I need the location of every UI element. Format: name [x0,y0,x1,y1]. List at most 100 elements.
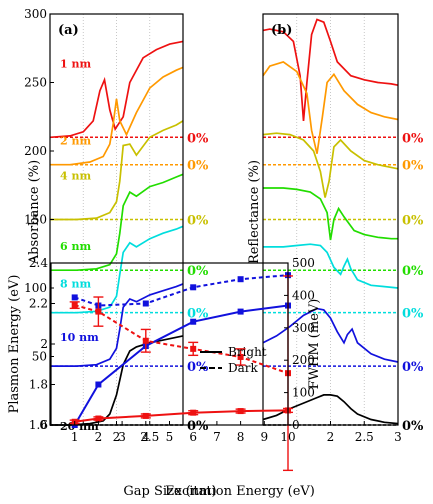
zero-label-0: 0% [187,131,209,146]
x-tick-label: 2 [113,430,121,444]
series-line-1-nm [262,18,399,121]
series-line-1-nm [49,40,184,139]
series-line-4-nm [50,120,184,221]
y-axis-label: Absorbance (%) [27,160,42,265]
inset-series-fwhm-dark [74,304,289,375]
data-point [95,381,102,388]
zero-label-5: 0% [402,360,424,375]
legend-label-bright: Bright [228,345,267,359]
y-tick-label: 300 [24,7,47,21]
inset-legend: Bright Dark [200,345,267,375]
zero-label-3: 0% [187,264,209,279]
zero-label-2: 0% [187,214,209,229]
y-tick-label: 100 [24,281,47,295]
data-point [95,308,102,315]
series-line-2-nm [50,66,184,166]
series-line-4-nm [262,132,399,198]
series-line-6-nm [263,187,398,241]
data-point [190,318,197,325]
zero-label-3: 0% [402,264,424,279]
inset-x-tick-label: 9 [260,430,268,444]
series-line-10-nm [262,307,399,363]
inset-y2-axis-label: FWHM (meV) [307,299,322,390]
series-line-2-nm [262,60,399,154]
zero-label-6: 0% [402,419,424,434]
inset-x-tick-label: 10 [280,430,295,444]
y-tick-label: 200 [24,144,47,158]
zero-label-2: 0% [402,214,424,229]
panel-a: 0 50 100 150 200 250 300 0% 0% 0% 0% 0% 0% 0% (a) Absor… [24,7,209,444]
zero-label-1: 0% [402,159,424,174]
inset-y-tick-label: 2 [40,337,48,351]
inset-y-tick-label: 1.8 [29,378,48,392]
inset-y-tick-label: 2.2 [29,297,48,311]
data-point [237,276,244,283]
data-point [142,300,149,307]
inset-background [51,263,288,425]
data-point [190,284,197,291]
data-point [142,412,149,419]
zero-label-1: 0% [187,159,209,174]
legend-label-dark: Dark [228,361,259,375]
series-line-8-nm [263,243,399,289]
inset-series-energy-dark [74,274,289,307]
thickness-label-3: 6 nm [60,240,91,253]
y-tick-label: 50 [32,350,47,364]
data-point [190,345,197,352]
inset-y2-tick-label: 200 [292,353,315,367]
inset-x-tick-label: 1 [71,430,79,444]
panel-label: (b) [271,23,292,38]
inset-series-energy-bright [73,304,289,426]
inset-x-tick-label: 2 [95,430,103,444]
inset-y-axis-label: Plasmon Energy (eV) [7,275,22,414]
x-tick-label: 2.5 [140,430,159,444]
inset-y2-tick-label: 100 [292,386,315,400]
zero-label-5: 0% [187,360,209,375]
thickness-label-4: 8 nm [60,278,91,291]
inset-x-tick-label: 8 [237,430,245,444]
thickness-label-0: 1 nm [60,57,91,70]
inset-y2-tick-label: 400 [292,288,315,302]
inset-y-tick-label: 2.4 [29,256,48,270]
series-line-10-nm [50,283,184,367]
inset-y2-tick-label: 500 [292,256,315,270]
x-tick-label: 3 [394,430,402,444]
data-point [71,302,78,309]
inset-x-tick-label: 4 [142,430,150,444]
y-tick-label: 250 [24,76,47,90]
zero-label-4: 0% [402,307,424,322]
data-point [237,308,244,315]
thickness-label-5: 10 nm [60,331,99,344]
thickness-label-2: 4 nm [60,170,91,183]
x-tick-label: 2 [327,430,335,444]
x-axis-label-b: Excitation Energy (eV) [165,484,315,499]
inset-series-fwhm-bright [74,409,289,423]
zero-label-6: 0% [187,419,209,434]
inset-x-tick-label: 6 [189,430,197,444]
data-point [190,409,197,416]
y-tick-label: 0 [39,418,47,432]
inset-x-tick-label: 3 [118,430,126,444]
inset-x-tick-label: 5 [166,430,174,444]
series-line-6-nm [50,173,184,272]
inset-y-tick-label: 1.6 [29,418,48,432]
y-axis-label: Reflectance (%) [247,160,262,264]
data-point [95,415,102,422]
data-point [142,337,149,344]
zero-label-0: 0% [402,131,424,146]
x-tick-label: 2.5 [355,430,374,444]
inset-y2-tick-label: 0 [292,418,300,432]
series-line-20-nm [262,394,399,425]
data-point [71,294,78,301]
data-point [237,408,244,415]
data-point [237,353,244,360]
y-tick-label: 150 [24,213,47,227]
zero-label-4: 0% [187,307,209,322]
inset-x-tick-label: 7 [213,430,221,444]
inset-y2-tick-label: 300 [292,321,315,335]
panel-label: (a) [58,23,79,38]
inset-x-axis-label: Gap Size (nm) [123,484,216,499]
thickness-label-1: 2 nm [60,135,91,148]
